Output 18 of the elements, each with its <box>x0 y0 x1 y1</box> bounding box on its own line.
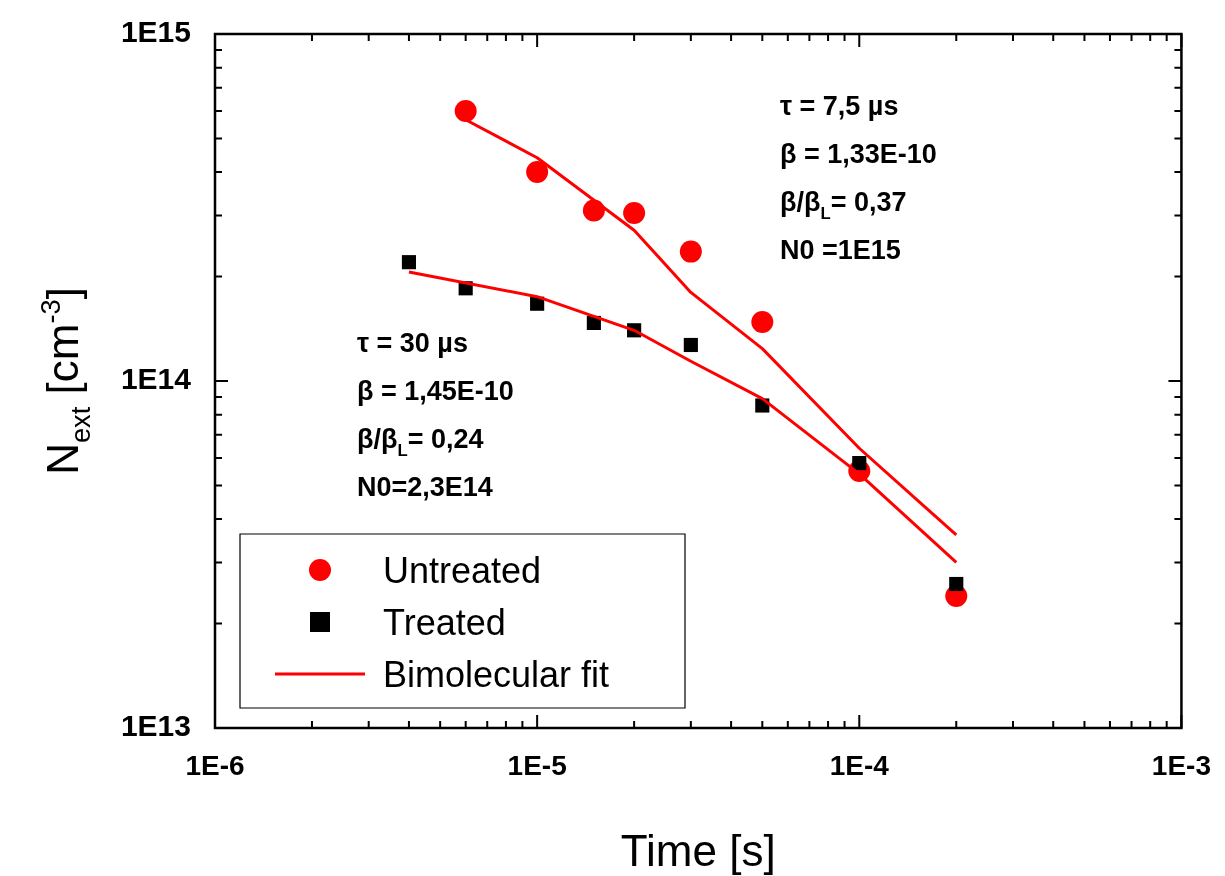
x-tick-label: 1E-6 <box>185 749 245 781</box>
legend-label: Bimolecular fit <box>383 654 610 695</box>
y-tick-label: 1E15 <box>120 15 191 49</box>
annotation: N0 =1E15 <box>780 235 901 265</box>
y-axis-title: Next [cm-3] <box>34 287 97 475</box>
annotation: τ = 7,5 µs <box>780 91 899 121</box>
x-tick-label: 1E-3 <box>1151 749 1212 781</box>
annotation: τ = 30 µs <box>357 328 468 358</box>
y-tick-label: 1E13 <box>120 709 191 743</box>
legend-label: Untreated <box>383 550 542 591</box>
annotation: N0=2,3E14 <box>357 472 493 502</box>
x-tick-label: 1E-4 <box>829 749 890 781</box>
y-tick-label: 1E14 <box>120 362 192 396</box>
annotation: β = 1,45E-10 <box>357 376 514 406</box>
x-axis-title: Time [s] <box>620 826 776 875</box>
x-tick-label: 1E-5 <box>507 749 567 781</box>
annotation: β = 1,33E-10 <box>780 139 937 169</box>
legend-label: Treated <box>383 602 506 643</box>
